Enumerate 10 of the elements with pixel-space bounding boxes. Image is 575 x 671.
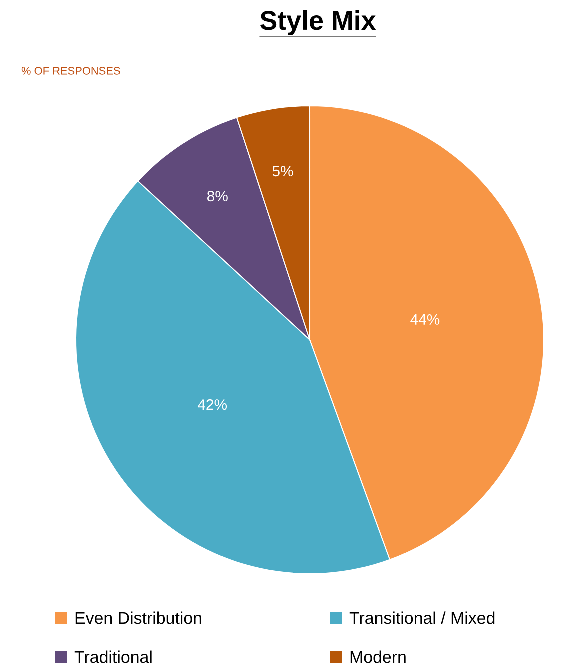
data-label: 44% [410, 314, 440, 325]
data-label: 5% [272, 166, 294, 177]
legend-label: Transitional / Mixed [350, 612, 495, 624]
legend-label: Modern [350, 650, 406, 664]
legend-label: Traditional [74, 650, 152, 664]
chart-title: Style Mix [260, 10, 376, 36]
data-label: 42% [198, 400, 228, 410]
chart-subtitle: % OF RESPONSES [22, 67, 120, 75]
legend-label: Even Distribution [76, 612, 202, 624]
data-label: 8% [208, 191, 228, 202]
